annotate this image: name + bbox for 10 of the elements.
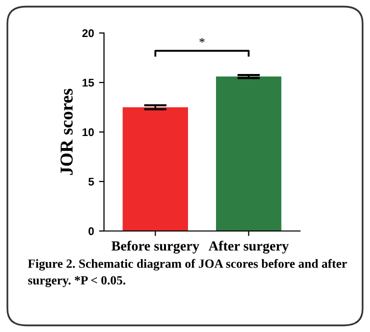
- y-axis-title: JOR scores: [60, 88, 73, 175]
- y-tick-label: 20: [82, 29, 94, 38]
- y-tick-label: 0: [88, 227, 94, 236]
- x-tick-label: Before surgery: [112, 240, 200, 254]
- caption: Figure 2. Schematic diagram of JOA scores before and after surgery. *P < 0.05.: [28, 258, 347, 288]
- annotation: *: [199, 38, 205, 43]
- y-tick-label: 5: [88, 178, 94, 186]
- y-tick-label: 15: [82, 78, 94, 87]
- y-tick-label: 10: [82, 128, 94, 136]
- x-tick-label: After surgery: [208, 240, 289, 254]
